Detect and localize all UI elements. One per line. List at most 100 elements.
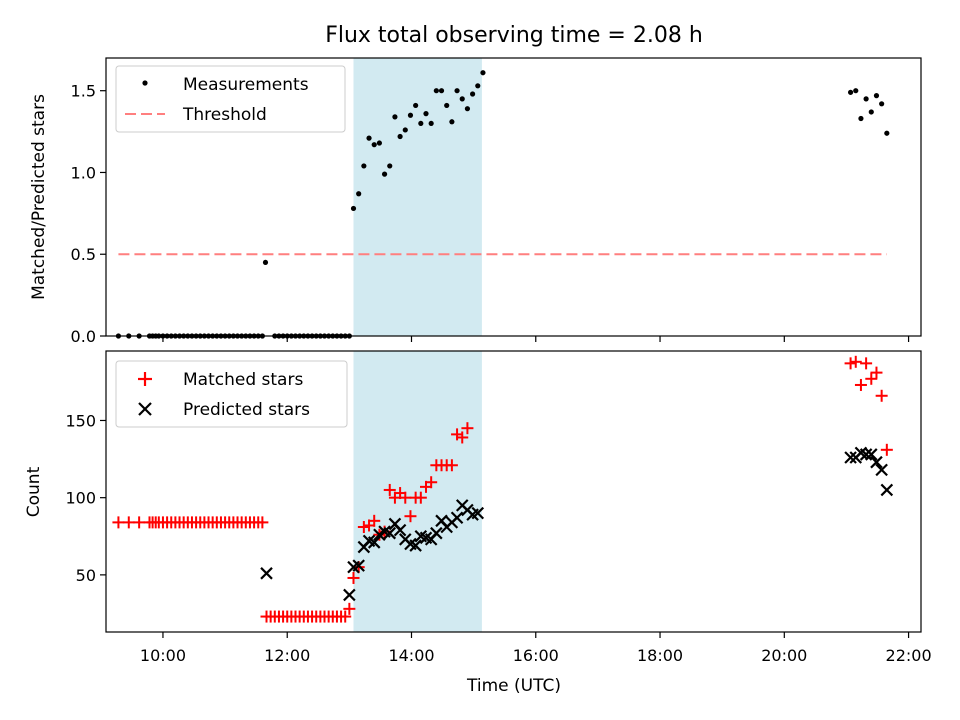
measurement-point	[454, 88, 460, 94]
matched-star-point	[399, 491, 412, 504]
measurement-point	[356, 191, 362, 197]
matched-star-point	[383, 483, 396, 496]
legend-matched-marker	[138, 372, 152, 386]
predicted-star-point	[844, 451, 857, 464]
measurement-point	[381, 171, 388, 177]
top-y-tick-label: 0.5	[71, 245, 96, 264]
bottom-y-tick-label: 150	[65, 411, 96, 430]
measurement-point	[847, 89, 854, 95]
measurement-point	[884, 130, 890, 136]
matched-star-point	[870, 366, 883, 379]
matched-star-point	[347, 571, 360, 584]
measurement-point	[407, 112, 414, 118]
bottom-y-tick-label: 50	[76, 566, 96, 585]
predicted-star-point	[343, 588, 356, 602]
matched-star-point	[368, 514, 381, 527]
x-tick-label: 20:00	[761, 646, 807, 665]
bottom-legend: Matched stars Predicted stars	[115, 360, 348, 428]
predicted-star-point	[875, 463, 888, 477]
measurement-point	[387, 163, 393, 169]
x-tick-label: 18:00	[637, 646, 683, 665]
matched-star-point	[844, 357, 857, 370]
measurement-point	[853, 88, 859, 94]
top-legend: Measurements Threshold	[115, 65, 346, 133]
bottom-y-axis-label: Count	[24, 466, 44, 517]
x-tick-label: 12:00	[264, 646, 310, 665]
predicted-star-point	[352, 559, 365, 572]
predicted-star-point	[870, 455, 883, 469]
measurement-point	[868, 109, 874, 115]
bottom-shaded-span	[353, 351, 482, 632]
matched-star-point	[849, 355, 862, 368]
predicted-star-point	[865, 448, 878, 461]
predicted-star-point	[880, 483, 894, 497]
legend-predicted-marker	[138, 402, 152, 416]
matched-star-point	[357, 521, 370, 534]
measurement-point	[469, 91, 476, 97]
measurement-point	[423, 111, 429, 117]
matched-star-point	[461, 422, 474, 435]
predicted-star-point	[859, 448, 873, 461]
legend-matched-label: Matched stars	[183, 370, 303, 390]
top-y-tick-label: 0.0	[71, 327, 96, 346]
x-tick-label: 22:00	[886, 646, 932, 665]
measurement-point	[413, 102, 419, 109]
measurement-point	[371, 142, 377, 148]
measurement-point	[475, 83, 481, 89]
legend-threshold-label: Threshold	[182, 105, 267, 125]
top-y-ticks: 0.0 0.5 1.0 1.5	[71, 82, 106, 346]
predicted-star-point	[430, 526, 443, 540]
matched-star-point	[860, 357, 873, 370]
matched-star-point	[256, 516, 269, 529]
top-x-ticks	[162, 336, 910, 342]
predicted-star-point	[471, 506, 485, 520]
measurement-point	[464, 106, 471, 112]
measurement-point	[459, 96, 465, 102]
matched-star-point	[343, 602, 356, 615]
bottom-axes-frame	[105, 350, 922, 633]
matched-star-point	[133, 516, 146, 529]
legend-predicted-label: Predicted stars	[183, 400, 310, 420]
count-points	[112, 355, 894, 623]
measurement-point	[879, 101, 885, 107]
matched-star-point	[456, 431, 469, 444]
measurement-point	[444, 102, 450, 109]
measurement-point	[873, 93, 880, 99]
legend-measurements-marker	[142, 80, 148, 86]
predicted-star-point	[450, 511, 464, 525]
measurement-point	[433, 88, 439, 94]
matched-star-point	[880, 443, 893, 456]
bottom-y-ticks: 50 100 150	[65, 411, 106, 585]
top-y-tick-label: 1.5	[71, 82, 96, 101]
matched-star-point	[425, 476, 438, 489]
measurement-point	[397, 133, 403, 140]
x-tick-label: 10:00	[140, 646, 186, 665]
matched-star-point	[854, 378, 867, 391]
top-legend-box	[115, 65, 346, 133]
measurement-point	[361, 163, 367, 169]
top-y-tick-label: 1.0	[71, 163, 96, 182]
measurements-points	[115, 70, 890, 339]
measurement-point	[350, 205, 357, 212]
bottom-panel: 50 100 150 10:00 12:00 14:00 16:00 18:00 20:00 2…	[24, 350, 932, 696]
matched-star-point	[112, 516, 125, 529]
x-tick-label: 16:00	[513, 646, 559, 665]
x-tick-label: 14:00	[388, 646, 434, 665]
predicted-star-point	[393, 523, 407, 537]
top-y-axis-label: Matched/Predicted stars	[29, 94, 49, 300]
matched-star-point	[875, 389, 888, 402]
top-panel: 0.0 0.5 1.0 1.5 Matched/Predicted stars Mea…	[29, 57, 922, 346]
measurement-point	[418, 120, 424, 127]
measurement-point	[366, 135, 372, 141]
predicted-star-point	[260, 567, 273, 580]
legend-measurements-label: Measurements	[183, 75, 309, 95]
bottom-x-ticks: 10:00 12:00 14:00 16:00 18:00 20:00 22:00	[140, 632, 932, 665]
x-axis-label: Time (UTC)	[466, 676, 561, 696]
measurement-point	[428, 120, 434, 127]
measurement-point	[392, 114, 398, 120]
predicted-star-point	[383, 526, 397, 540]
chart-title: Flux total observing time = 2.08 h	[325, 23, 703, 48]
matched-star-point	[404, 510, 417, 523]
predicted-star-point	[409, 539, 422, 552]
